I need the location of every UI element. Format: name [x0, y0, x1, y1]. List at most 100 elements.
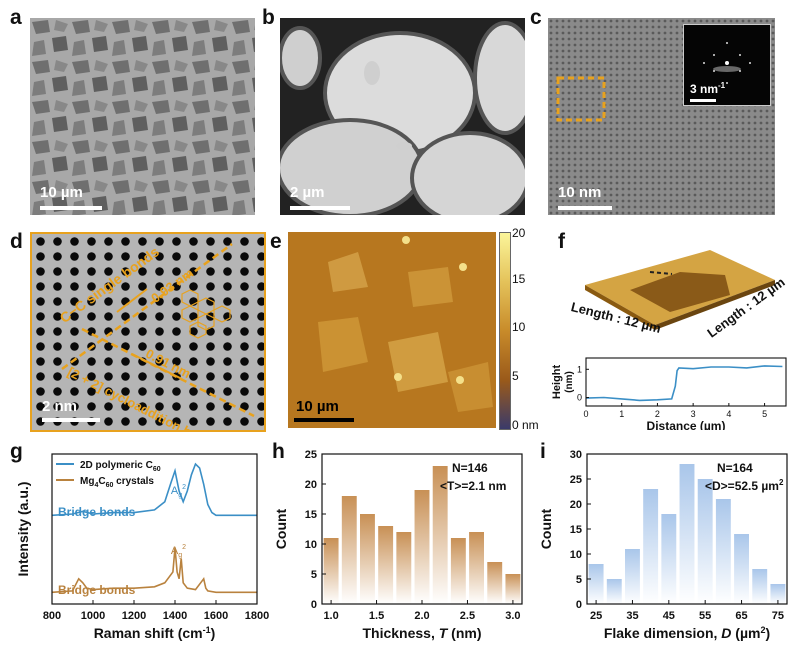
y-tick-label: 5 [576, 574, 582, 586]
histogram-bar [323, 538, 339, 604]
x-tick-label: 1 [619, 409, 624, 419]
x-axis-label: Distance (µm) [647, 419, 726, 430]
panel-d: C−C single bonds 0.93 nm 0.91 nm [2 + 2]… [30, 232, 266, 432]
panel-label-f: f [558, 230, 565, 253]
colorbar-ticks: 20 15 10 5 0 nm [512, 226, 539, 432]
x-tick-label: 1400 [163, 610, 187, 622]
y-tick-label: 10 [570, 549, 582, 561]
sample-count: N=164 [717, 461, 753, 475]
colorbar [499, 232, 511, 430]
scale-bar-label: 2 nm [42, 398, 78, 415]
highlight-box [556, 76, 606, 122]
scale-bar [40, 206, 102, 210]
panel-d-image [32, 234, 264, 430]
x-tick-label: 800 [43, 610, 61, 622]
histogram-bar [643, 489, 659, 604]
scale-bar [42, 418, 100, 422]
bridge-bonds-label-blue: Bridge bonds [58, 505, 136, 519]
panel-a-image [30, 18, 255, 215]
x-tick-label: 0 [583, 409, 588, 419]
inset-scale-label: 3 nm-1 [690, 81, 726, 96]
x-axis-label: Raman shift (cm-1) [94, 625, 216, 641]
panel-label-d: d [10, 230, 23, 253]
histogram-bar [752, 569, 768, 604]
histogram-bar [588, 564, 604, 604]
x-tick-label: 1600 [204, 610, 228, 622]
scale-bar-label: 10 nm [558, 184, 602, 201]
histogram-bar [625, 549, 640, 604]
histogram-bar [414, 490, 430, 604]
histogram-bar [378, 526, 394, 604]
histogram-bar [505, 574, 521, 604]
panel-label-e: e [270, 230, 282, 253]
histogram-bar [432, 466, 448, 604]
histogram-bar [341, 496, 357, 604]
y-axis-label: Count [538, 508, 554, 549]
x-tick-label: 3 [691, 409, 696, 419]
y-axis-unit: (nm) [564, 371, 575, 393]
x-tick-label: 75 [772, 610, 784, 622]
panel-a: 10 µm [30, 18, 255, 215]
y-tick-label: 0 [311, 599, 317, 611]
histogram-bar [469, 532, 484, 604]
y-tick-label: 15 [305, 509, 317, 521]
scale-bar [558, 206, 612, 210]
panel-b-image [280, 18, 525, 215]
y-tick-label: 0 [576, 599, 582, 611]
bridge-bonds-label-brown: Bridge bonds [58, 583, 136, 597]
y-axis-label: Count [273, 508, 289, 549]
scale-bar-label: 10 µm [40, 184, 83, 201]
x-tick-label: 2.5 [460, 610, 475, 622]
sample-count: N=146 [452, 461, 488, 475]
panel-label-h: h [272, 440, 285, 463]
x-tick-label: 2 [655, 409, 660, 419]
y-tick-label: 25 [305, 449, 317, 461]
x-tick-label: 4 [726, 409, 731, 419]
x-tick-label: 3.0 [505, 610, 520, 622]
y-tick-label: 15 [570, 524, 582, 536]
mean-value: <T>=2.1 nm [440, 479, 506, 493]
x-tick-label: 25 [590, 610, 602, 622]
thickness-histogram: 1.0 1.5 2.0 2.5 3.0 0 5 10 15 20 25 Count Thickness,… [273, 449, 523, 641]
x-tick-label: 2.0 [414, 610, 429, 622]
histogram-bar [715, 499, 731, 604]
plot-frame [585, 357, 787, 407]
panel-e-image [288, 232, 496, 428]
plot-frame [51, 453, 258, 605]
x-axis-label: Thickness, T (nm) [362, 625, 481, 641]
x-tick-label: 45 [663, 610, 675, 622]
y-tick-label: 0 [577, 393, 582, 403]
afm-3d-surface [585, 250, 775, 330]
panel-label-b: b [262, 6, 275, 29]
scale-bar [294, 418, 354, 422]
height-profile-chart: 0 1 2 3 4 5 1 0 Height (nm) Distance (µm) [551, 357, 787, 430]
y-axis-label: Intensity (a.u.) [15, 482, 31, 577]
height-profile-line [585, 365, 783, 402]
y-tick-label: 25 [570, 474, 582, 486]
panel-label-c: c [530, 6, 542, 29]
panel-label-g: g [10, 440, 23, 463]
histogram-bar [396, 532, 412, 604]
x-tick-label: 5 [762, 409, 767, 419]
histogram-bar [679, 464, 695, 604]
x-tick-label: 65 [735, 610, 747, 622]
y-tick-label: 10 [305, 539, 317, 551]
legend-label-polymeric: 2D polymeric C60 [80, 460, 161, 473]
mean-value: <D>=52.5 µm2 [705, 478, 784, 493]
raman-line-mg4c60 [51, 547, 257, 594]
x-tick-label: 1.5 [369, 610, 384, 622]
panel-label-a: a [10, 6, 22, 29]
x-tick-label: 1200 [122, 610, 146, 622]
panel-c: 3 nm-1 10 nm [548, 18, 775, 215]
scale-bar [290, 206, 350, 210]
x-tick-label: 35 [626, 610, 638, 622]
histogram-bar [661, 514, 677, 604]
raman-line-polymeric [51, 462, 257, 517]
y-tick-label: 30 [570, 449, 582, 461]
histogram-bar [697, 479, 713, 604]
histogram-bar [487, 562, 503, 604]
panel-b: 2 µm [280, 18, 525, 215]
panel-e: 10 µm [288, 232, 496, 428]
inset-scale-bar [690, 99, 716, 102]
y-tick-label: 5 [311, 569, 317, 581]
